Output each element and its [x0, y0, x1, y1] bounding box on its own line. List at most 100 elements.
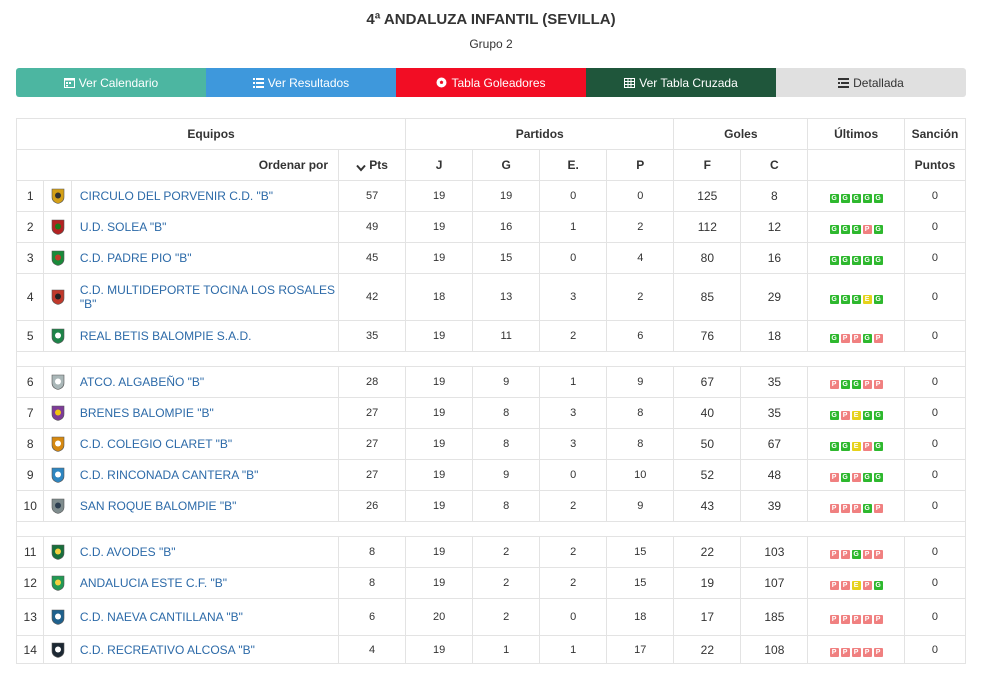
team-crest-icon — [50, 609, 66, 625]
table-row[interactable]: 12 ANDALUCIA ESTE C.F. "B" 8 19 2 2 15 19 107 P P E… — [15, 567, 967, 599]
ver-tabla-cruzada-button[interactable]: Ver Tabla Cruzada — [586, 68, 776, 97]
pts-cell: 45 — [338, 242, 407, 274]
team-name-link[interactable]: C.D. NAEVA CANTILLANA "B" — [70, 598, 340, 636]
team-name-link[interactable]: C.D. RECREATIVO ALCOSA "B" — [70, 635, 340, 664]
form-badge: G — [829, 194, 839, 203]
table-row[interactable]: 11 C.D. AVODES "B" 8 19 2 2 15 22 103 P P G P P 0 — [15, 536, 967, 568]
sancion-cell: 0 — [903, 397, 967, 429]
sort-pts-header[interactable]: Pts — [338, 149, 407, 181]
table-row[interactable]: 10 SAN ROQUE BALOMPIE "B" 26 19 8 2 9 43 39 P P P G P… — [15, 490, 967, 522]
table-row[interactable]: 2 U.D. SOLEA "B" 49 19 16 1 2 112 12 G G G P G 0 — [15, 211, 967, 243]
table-row[interactable]: 9 C.D. RINCONADA CANTERA "B" 27 19 9 0 10 52 48 P… — [15, 459, 967, 491]
form-badge: P — [873, 615, 883, 624]
team-name-link[interactable]: C.D. MULTIDEPORTE TOCINA LOS ROSALES "B" — [70, 273, 340, 321]
sub-header-row: Ordenar por Pts J G E. P F C Puntos — [15, 149, 967, 181]
team-name-link[interactable]: C.D. PADRE PIO "B" — [70, 242, 340, 274]
p-cell: 10 — [606, 459, 675, 491]
table-row[interactable]: 1 CIRCULO DEL PORVENIR C.D. "B" 57 19 19 0 0 12… — [15, 180, 967, 212]
form-badge: G — [873, 194, 883, 203]
form-badge: G — [829, 225, 839, 234]
table-row[interactable]: 14 C.D. RECREATIVO ALCOSA "B" 4 19 1 1 17 22 108… — [15, 635, 967, 664]
form-badge: P — [873, 647, 883, 657]
form-badge: P — [840, 647, 850, 657]
team-name-link[interactable]: U.D. SOLEA "B" — [70, 211, 340, 243]
page-subtitle: Grupo 2 — [469, 37, 513, 51]
team-crest-icon — [50, 219, 66, 235]
f-cell: 52 — [673, 459, 742, 491]
team-crest-cell — [43, 490, 72, 522]
sancion-cell: 0 — [903, 273, 967, 321]
goles-header: Goles — [673, 118, 809, 150]
e-cell: 0 — [539, 242, 608, 274]
team-crest-cell — [43, 320, 72, 352]
ver-resultados-button[interactable]: Ver Resultados — [206, 68, 396, 97]
table-row[interactable]: 3 C.D. PADRE PIO "B" 45 19 15 0 4 80 16 G G G G G 0 — [15, 242, 967, 274]
form-badge: G — [851, 295, 861, 304]
detail-list-icon — [838, 77, 850, 88]
j-cell: 19 — [405, 366, 474, 398]
pts-cell: 42 — [338, 273, 407, 321]
zone-separator — [16, 351, 966, 367]
j-cell: 20 — [405, 598, 474, 636]
sancion-cell: 0 — [903, 180, 967, 212]
table-row[interactable]: 7 BRENES BALOMPIE "B" 27 19 8 3 8 40 35 G P E G G 0 — [15, 397, 967, 429]
team-name-link[interactable]: C.D. RINCONADA CANTERA "B" — [70, 459, 340, 491]
g-cell: 2 — [472, 536, 541, 568]
team-name-link[interactable]: C.D. COLEGIO CLARET "B" — [70, 428, 340, 460]
team-name-link[interactable]: ATCO. ALGABEÑO "B" — [70, 366, 340, 398]
form-badge: E — [862, 295, 872, 304]
p-cell: 2 — [606, 273, 675, 321]
team-crest-icon — [50, 498, 66, 514]
sancion-cell: 0 — [903, 211, 967, 243]
j-cell: 19 — [405, 242, 474, 274]
position-cell: 5 — [15, 320, 45, 352]
c-header: C — [740, 149, 809, 181]
team-crest-cell — [43, 366, 72, 398]
tabla-goleadores-button[interactable]: Tabla Goleadores — [396, 68, 586, 97]
detallada-button[interactable]: Detallada — [776, 68, 966, 97]
team-name-link[interactable]: BRENES BALOMPIE "B" — [70, 397, 340, 429]
ver-calendario-label: Ver Calendario — [78, 75, 159, 90]
team-name-link[interactable]: CIRCULO DEL PORVENIR C.D. "B" — [70, 180, 340, 212]
e-cell: 2 — [539, 490, 608, 522]
table-row[interactable]: 5 REAL BETIS BALOMPIE S.A.D. 35 19 11 2 6 76 18 G… — [15, 320, 967, 352]
position-cell: 12 — [15, 567, 45, 599]
table-row[interactable]: 8 C.D. COLEGIO CLARET "B" 27 19 8 3 8 50 67 G G E P G… — [15, 428, 967, 460]
ver-calendario-button[interactable]: Ver Calendario — [16, 68, 206, 97]
ver-resultados-label: Ver Resultados — [267, 75, 350, 90]
team-name-link[interactable]: C.D. AVODES "B" — [70, 536, 340, 568]
team-crest-icon — [50, 575, 66, 591]
table-row[interactable]: 13 C.D. NAEVA CANTILLANA "B" 6 20 2 0 18 17 185 P… — [15, 598, 967, 636]
position-cell: 13 — [15, 598, 45, 636]
position-cell: 14 — [15, 635, 45, 664]
f-cell: 43 — [673, 490, 742, 522]
form-badge: G — [873, 256, 883, 265]
team-name-link[interactable]: REAL BETIS BALOMPIE S.A.D. — [70, 320, 340, 352]
position-cell: 7 — [15, 397, 45, 429]
team-name-link[interactable]: SAN ROQUE BALOMPIE "B" — [70, 490, 340, 522]
position-cell: 11 — [15, 536, 45, 568]
team-name-link[interactable]: ANDALUCIA ESTE C.F. "B" — [70, 567, 340, 599]
g-cell: 8 — [472, 428, 541, 460]
zone-separator — [16, 521, 966, 537]
form-badge: G — [873, 225, 883, 234]
p-cell: 15 — [606, 536, 675, 568]
form-badge: P — [873, 504, 883, 513]
f-cell: 125 — [673, 180, 742, 212]
team-crest-icon — [50, 289, 66, 305]
table-row[interactable]: 6 ATCO. ALGABEÑO "B" 28 19 9 1 9 67 35 P G G P P 0 — [15, 366, 967, 398]
c-cell: 108 — [740, 635, 809, 664]
table-row[interactable]: 4 C.D. MULTIDEPORTE TOCINA LOS ROSALES "B… — [15, 273, 967, 321]
position-cell: 2 — [15, 211, 45, 243]
p-cell: 2 — [606, 211, 675, 243]
team-crest-icon — [50, 467, 66, 483]
detallada-label: Detallada — [853, 75, 904, 90]
